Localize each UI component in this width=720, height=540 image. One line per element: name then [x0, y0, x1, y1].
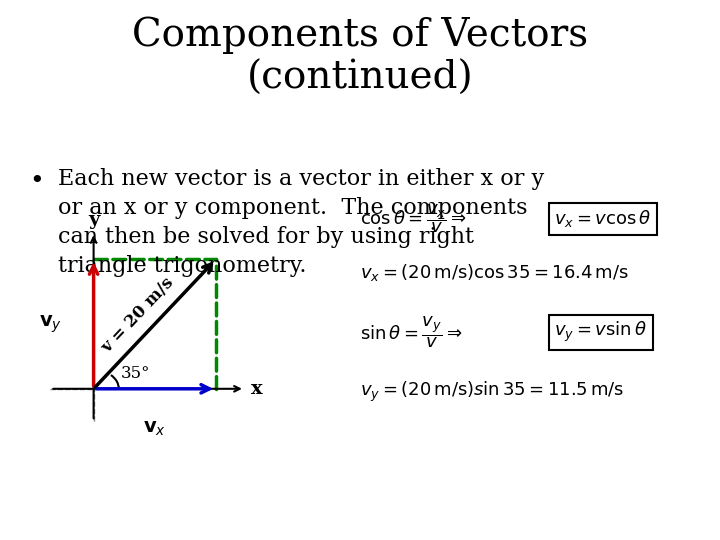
Text: 35°: 35°: [121, 366, 150, 382]
Text: x: x: [251, 380, 262, 398]
Text: $\sin\theta = \dfrac{v_y}{v} \Rightarrow$: $\sin\theta = \dfrac{v_y}{v} \Rightarrow…: [360, 314, 462, 350]
Text: Each new vector is a vector in either x or y
or an x or y component.  The compon: Each new vector is a vector in either x …: [58, 168, 544, 277]
Text: •: •: [29, 170, 43, 193]
Text: y: y: [88, 212, 99, 230]
Text: $\mathbf{v}_x$: $\mathbf{v}_x$: [143, 420, 166, 438]
Text: $\cos\theta = \dfrac{v_x}{v} \Rightarrow$: $\cos\theta = \dfrac{v_x}{v} \Rightarrow…: [360, 202, 467, 235]
Text: Components of Vectors
(continued): Components of Vectors (continued): [132, 16, 588, 97]
Text: $\mathbf{v}_y$: $\mathbf{v}_y$: [39, 313, 62, 335]
Text: $v_y = v\sin\theta$: $v_y = v\sin\theta$: [554, 320, 647, 344]
Text: $v_y = (20\,\mathrm{m/s})\mathit{s}\mathrm{in}\,35 = 11.5\,\mathrm{m/s}$: $v_y = (20\,\mathrm{m/s})\mathit{s}\math…: [360, 380, 624, 403]
Text: $v_x = (20\,\mathrm{m/s})\cos 35 = 16.4\,\mathrm{m/s}$: $v_x = (20\,\mathrm{m/s})\cos 35 = 16.4\…: [360, 262, 629, 283]
Text: v = 20 m/s: v = 20 m/s: [99, 274, 177, 356]
Text: $v_x = v\cos\theta$: $v_x = v\cos\theta$: [554, 208, 652, 229]
